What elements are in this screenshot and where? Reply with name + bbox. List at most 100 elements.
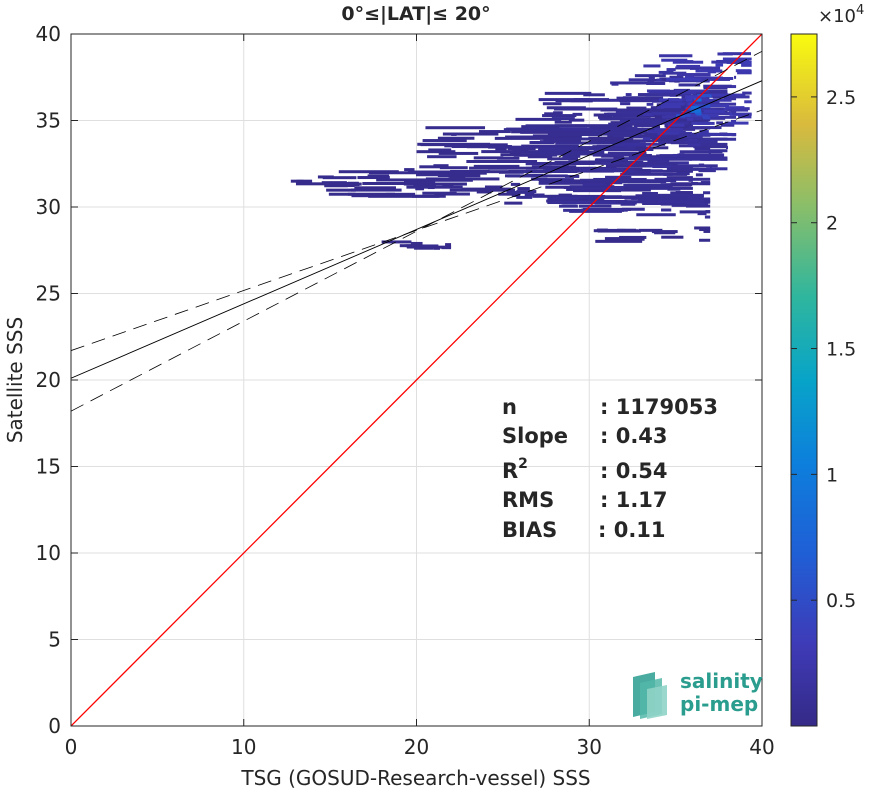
density-cell — [659, 98, 683, 102]
density-cell — [542, 114, 577, 118]
density-cell — [537, 127, 562, 131]
density-cell — [510, 182, 521, 186]
density-cell — [409, 244, 439, 248]
logo-text-line2: pi-mep — [680, 692, 758, 716]
density-cell — [295, 182, 337, 186]
y-tick-label: 40 — [36, 22, 61, 46]
density-cell — [410, 241, 423, 245]
x-axis-label: TSG (GOSUD-Research-vessel) SSS — [240, 766, 590, 790]
density-cell — [445, 243, 452, 247]
density-cell — [642, 193, 704, 197]
error-bound-line — [71, 50, 762, 412]
density-cell — [428, 148, 452, 152]
density-cell — [619, 119, 665, 123]
density-cell — [707, 93, 746, 97]
density-cell — [411, 194, 446, 198]
density-cell — [518, 169, 578, 173]
density-cell — [679, 132, 691, 136]
density-cell — [416, 170, 453, 174]
density-cell — [538, 178, 574, 182]
density-cell — [697, 98, 702, 102]
density-cell — [595, 239, 643, 243]
density-cell — [659, 54, 693, 58]
density-cell — [671, 203, 693, 207]
density-cell — [608, 122, 651, 126]
density-cell — [666, 77, 701, 81]
density-cell — [626, 106, 647, 110]
density-cell — [661, 58, 688, 62]
density-cell — [563, 156, 571, 160]
density-cell — [607, 228, 626, 232]
density-cell — [591, 129, 601, 133]
density-cell — [624, 109, 682, 113]
density-cell — [643, 64, 661, 68]
density-cell — [687, 102, 695, 106]
density-cell — [449, 176, 466, 180]
density-cell — [569, 185, 615, 189]
density-cell — [445, 245, 452, 249]
density-cell — [427, 155, 457, 159]
density-cell — [634, 74, 666, 78]
density-cell — [554, 124, 614, 128]
density-cell — [616, 228, 637, 232]
density-cell — [686, 117, 694, 121]
density-cell — [461, 187, 511, 191]
density-cell — [695, 173, 703, 177]
density-cell — [589, 126, 626, 130]
density-cell — [638, 169, 693, 173]
density-cell — [608, 131, 676, 135]
density-cell — [678, 83, 701, 87]
density-cell — [628, 169, 634, 173]
density-cell — [656, 106, 664, 110]
density-cell — [709, 94, 712, 98]
density-cell — [504, 201, 523, 205]
density-cell — [573, 189, 622, 193]
density-cell — [697, 104, 729, 108]
density-cell — [621, 110, 648, 114]
density-cell — [557, 150, 590, 154]
density-cell — [590, 139, 658, 143]
density-cell — [703, 191, 711, 195]
x-tick-label: 40 — [749, 735, 774, 759]
density-cell — [664, 121, 677, 125]
density-cell — [697, 212, 707, 216]
density-cell — [593, 147, 654, 151]
density-cell — [351, 194, 378, 198]
density-cell — [551, 117, 575, 121]
density-cell — [667, 187, 681, 191]
density-cell — [451, 145, 512, 149]
x-tick-label: 20 — [404, 735, 429, 759]
stat-label: BIAS — [502, 518, 557, 542]
density-cell — [615, 179, 630, 183]
density-cell — [442, 132, 499, 136]
density-layer — [290, 52, 752, 250]
density-cell — [473, 164, 520, 168]
density-cell — [612, 134, 631, 138]
density-cell — [419, 165, 442, 169]
density-cell — [648, 76, 655, 80]
density-cell — [437, 136, 475, 140]
density-cell — [684, 140, 718, 144]
colorbar-tick-label: 1.5 — [826, 339, 856, 361]
density-cell — [704, 104, 711, 108]
density-cell — [694, 147, 711, 151]
density-cell — [685, 202, 709, 206]
density-cell — [607, 112, 638, 116]
density-cell — [290, 179, 313, 183]
density-cell — [338, 170, 399, 174]
density-cell — [602, 141, 640, 145]
density-cell — [553, 107, 618, 111]
stat-label: RMS — [502, 488, 554, 512]
density-cell — [667, 123, 685, 127]
density-cell — [354, 186, 396, 190]
density-cell — [646, 102, 654, 106]
density-cell — [621, 142, 666, 146]
density-cell — [642, 191, 658, 195]
density-cell — [463, 143, 508, 147]
density-cell — [505, 135, 533, 139]
density-cell — [687, 143, 701, 147]
density-cell — [562, 154, 581, 158]
density-cell — [583, 93, 605, 97]
density-cell — [703, 109, 725, 113]
density-cell — [596, 144, 626, 148]
